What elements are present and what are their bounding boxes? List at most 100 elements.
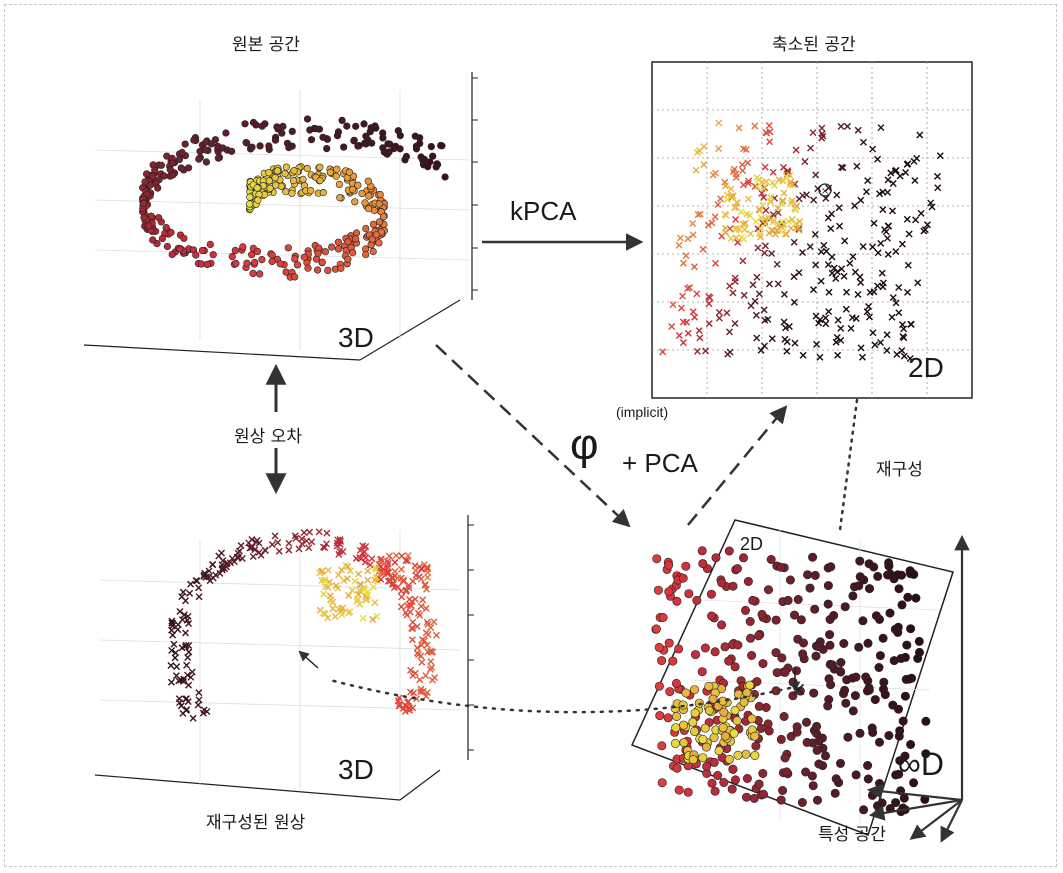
feature-point [683,787,693,797]
reduced-cross [761,242,769,250]
preimage-cross [178,593,186,601]
feature-point [879,677,889,687]
reduced-cross [684,329,692,337]
swiss-roll-point [379,144,387,152]
reduced-cross [731,203,739,211]
reduced-cross [852,314,860,322]
reduced-cross [842,305,850,313]
preimage-cross [185,681,193,689]
preimage-cross [356,554,364,562]
reduced-cross [916,131,924,139]
swiss-roll-point [323,145,331,153]
reduced-cross [914,279,922,287]
swiss-roll-point [168,159,176,167]
preimage-cross [335,550,343,558]
reduced-cross [739,181,747,189]
feature-point [835,666,845,676]
preimage-cross [409,704,417,712]
swiss-roll-point [351,198,359,206]
preimage-cross [368,555,376,563]
preimage-cross [415,651,423,659]
preimage-cross [423,563,431,571]
feature-point [702,761,712,771]
swiss-roll-point [271,136,280,144]
feature-point [840,685,850,695]
swiss-roll-point [265,177,273,185]
preimage-cross [344,562,352,570]
preimage-cross [308,538,316,546]
feature-point [898,716,908,726]
swiss-roll-point [352,229,361,237]
preimage-cross [261,546,269,554]
preimage-cross [274,538,282,546]
preimage-cross [189,714,197,722]
swiss-roll-point [151,166,159,174]
reconstruction-label: 재구성 [876,460,923,480]
preimage-cross [419,596,427,604]
feature-point [771,648,781,658]
swiss-roll-point [206,240,214,248]
reduced-cross [811,230,819,238]
feature-point [861,672,871,682]
feature-point [827,660,837,670]
swiss-roll-point [303,115,312,123]
swiss-roll-point [375,218,384,226]
preimage-cross [295,545,303,553]
swiss-roll-point [175,155,183,163]
preimage-cross [346,567,354,575]
reduced-cross [799,249,807,257]
reduced-cross [928,203,936,211]
preimage-cross [319,543,327,551]
reduced-cross [773,227,781,235]
feature-point [858,616,868,626]
reduced-cross [726,282,734,290]
swiss-roll-point [178,148,186,157]
swiss-roll-point [369,247,377,256]
feature-point [657,778,667,788]
reduced-cross [740,145,748,153]
reduced-cross [677,304,685,312]
reduced-cross [739,220,747,228]
feature-point [863,774,873,784]
swiss-roll-point [273,167,282,175]
feature-point [671,678,681,688]
preimage-cross [418,658,426,666]
feature-point [914,636,924,646]
preimage-cross [373,574,381,582]
preimage-cross [421,580,429,588]
preimage-cross [285,546,293,554]
feature-point [754,779,764,789]
reduced-cross [895,284,903,292]
reduced-cross [781,230,789,238]
feature-point [704,706,714,716]
preimage-cross [203,573,211,581]
preimage-cross [423,689,431,697]
reduced-cross [866,313,873,321]
preimage-cross [423,585,430,593]
feature-point [778,785,788,795]
reduced-cross [679,259,687,267]
reduced-cross [753,183,761,191]
swiss-roll-point [426,158,434,166]
feature-point [777,653,787,663]
feature-point [750,731,760,741]
reduced-cross [769,218,777,226]
preimage-cross [392,552,400,560]
swiss-roll-point [375,200,383,208]
feature-point [906,624,916,634]
reduced-cross [774,280,782,288]
feature-point [728,764,738,774]
preimage-cross [245,539,253,547]
preimage-cross [234,554,242,562]
swiss-roll-point [192,251,200,259]
reduced-cross [911,176,919,184]
swiss-roll-point [319,189,327,197]
reduced-cross [768,250,776,258]
reduced-cross [735,225,743,233]
preimage-cross [414,609,422,617]
feature-point [690,650,700,660]
feature-point [812,745,822,755]
feature-point [848,706,858,716]
reduced-cross [879,283,887,291]
preimage-cross [169,619,177,627]
